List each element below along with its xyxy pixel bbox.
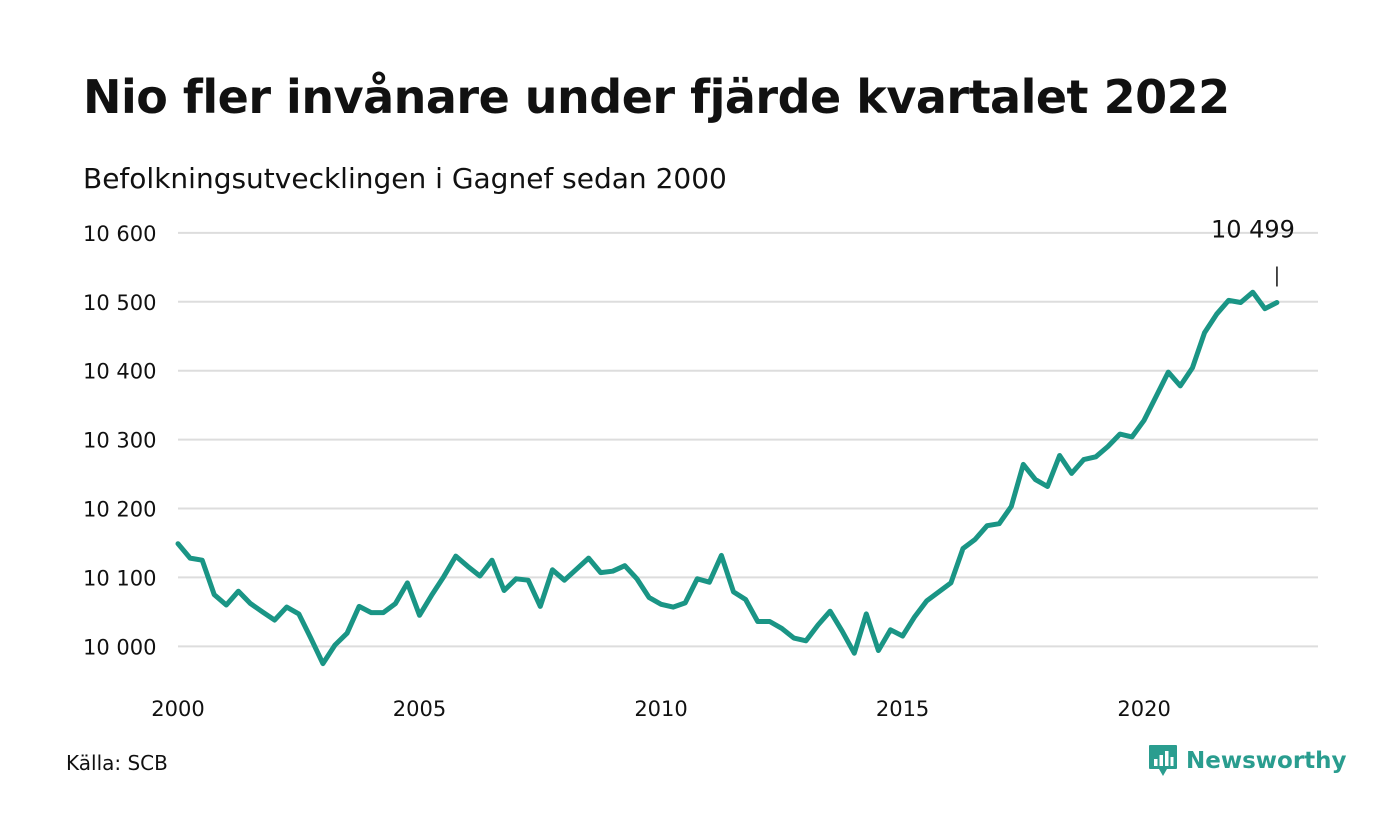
chart-title: Nio fler invånare under fjärde kvartalet… [83,70,1230,124]
y-axis-ticks: 10 000 10 100 10 200 10 300 10 400 10 500 10 6… [83,222,156,659]
x-tick-label: 2000 [151,697,204,721]
brand-logo[interactable]: Newsworthy [1148,744,1347,778]
series-layer [175,289,1280,667]
x-tick-label: 2020 [1117,697,1170,721]
y-tick-label: 10 100 [83,566,156,590]
brand-name: Newsworthy [1186,748,1347,774]
x-tick-label: 2015 [876,697,929,721]
annotation-layer: 10 499 [1211,215,1295,287]
y-tick-label: 10 400 [83,360,156,384]
x-tick-label: 2005 [393,697,446,721]
annotation-label: 10 499 [1211,215,1295,243]
grid-lines [178,231,1318,648]
x-tick-label: 2010 [634,697,687,721]
x-axis-ticks: 2000 2005 2010 2015 2020 [151,697,1171,721]
y-tick-label: 10 000 [83,635,156,659]
source-note: Källa: SCB [66,751,168,775]
chat-bar-chart-icon [1149,745,1177,776]
y-tick-label: 10 600 [83,222,156,246]
chart-subtitle: Befolkningsutvecklingen i Gagnef sedan 2… [83,162,727,195]
y-tick-label: 10 300 [83,429,156,453]
series-line-0 [175,289,1280,667]
y-tick-label: 10 200 [83,498,156,522]
y-tick-label: 10 500 [83,291,156,315]
